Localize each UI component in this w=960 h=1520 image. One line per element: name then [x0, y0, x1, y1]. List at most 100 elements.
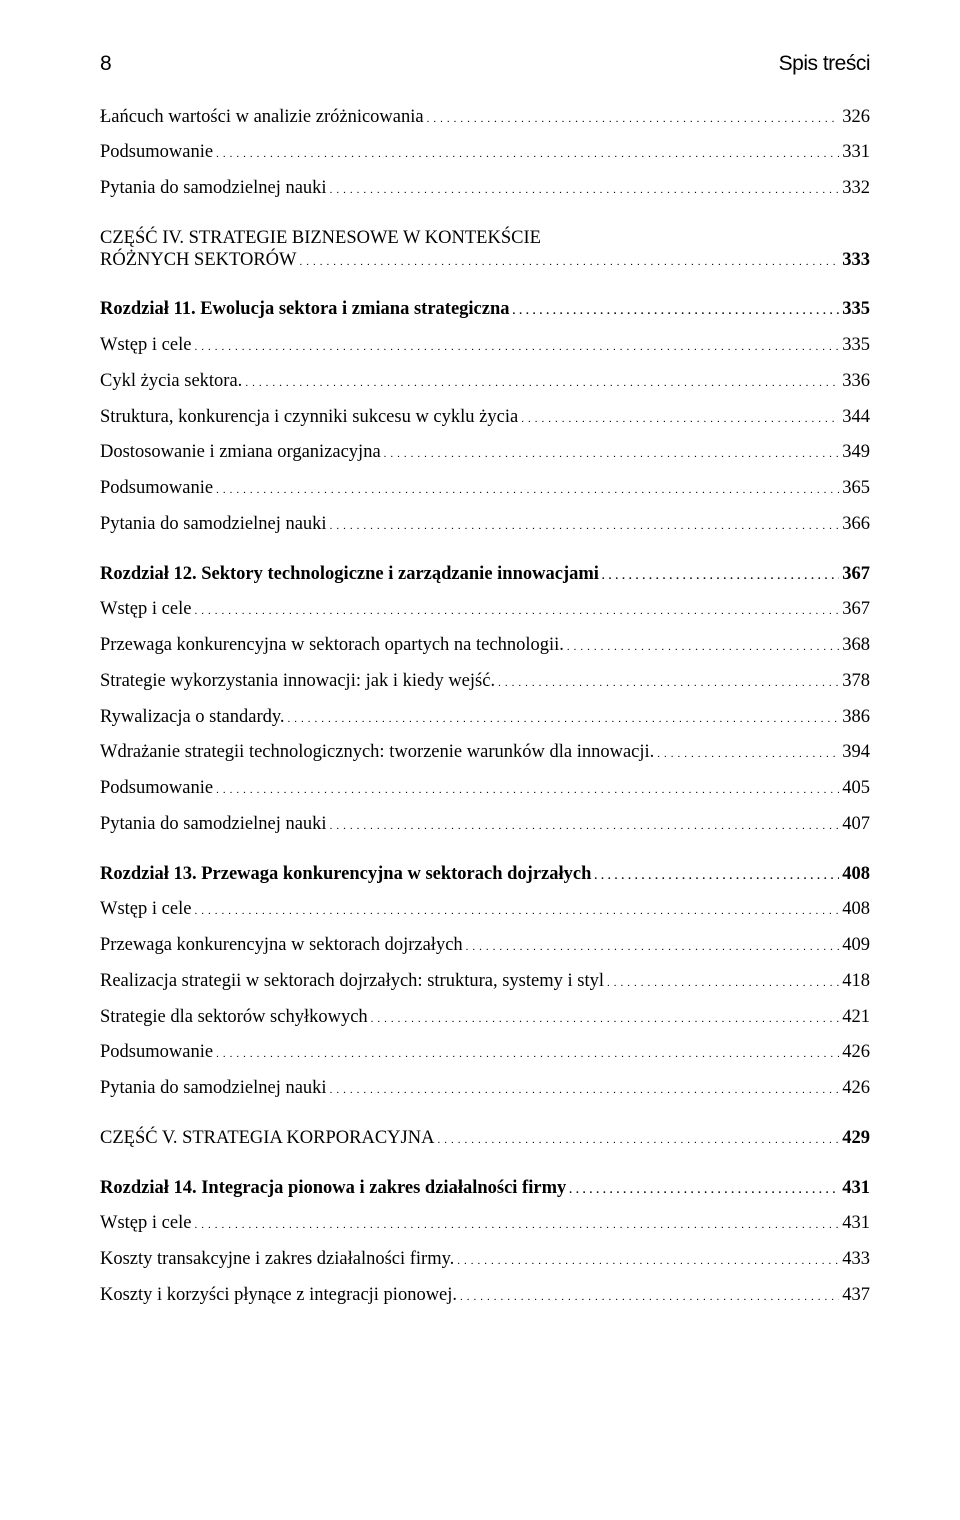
toc-dots	[607, 968, 839, 996]
toc-label: Wdrażanie strategii technologicznych: tw…	[100, 739, 654, 767]
toc-dots	[513, 296, 840, 324]
toc-page: 421	[842, 1004, 870, 1032]
toc-dots	[371, 1004, 840, 1032]
toc-label: Struktura, konkurencja i czynniki sukces…	[100, 404, 518, 432]
toc-label: Dostosowanie i zmiana organizacyjna	[100, 439, 381, 467]
section-list: Wstęp i cele 335 Cykl życia sektora. 336…	[100, 332, 870, 539]
toc-dots	[384, 439, 840, 467]
toc-page: 405	[842, 775, 870, 803]
toc-entry: Podsumowanie 331	[100, 139, 870, 167]
header-label: Spis treści	[779, 48, 870, 80]
toc-dots	[216, 1039, 839, 1067]
toc-label: Strategie dla sektorów schyłkowych	[100, 1004, 368, 1032]
toc-dots	[194, 1210, 839, 1238]
page-header: 8 Spis treści	[100, 48, 870, 80]
toc-label: Podsumowanie	[100, 1039, 213, 1067]
toc-page: 367	[842, 561, 870, 589]
toc-label: Rozdział 13. Przewaga konkurencyjna w se…	[100, 861, 591, 889]
toc-entry: Strategie wykorzystania innowacji: jak i…	[100, 668, 870, 696]
toc-dots	[457, 1246, 839, 1274]
part-5-heading: CZĘŚĆ V. STRATEGIA KORPORACYJNA 429	[100, 1125, 870, 1153]
toc-dots	[245, 368, 839, 396]
chapter-title: Rozdział 11. Ewolucja sektora i zmiana s…	[100, 296, 870, 324]
toc-page: 437	[842, 1282, 870, 1310]
toc-entry: Wstęp i cele 431	[100, 1210, 870, 1238]
toc-page: 378	[842, 668, 870, 696]
toc-entry: Pytania do samodzielnej nauki 407	[100, 811, 870, 839]
toc-dots	[194, 332, 839, 360]
toc-dots	[602, 561, 839, 589]
toc-label: Realizacja strategii w sektorach dojrzał…	[100, 968, 604, 996]
toc-dots	[216, 139, 839, 167]
toc-label: Koszty transakcyjne i zakres działalnośc…	[100, 1246, 454, 1274]
toc-page: 429	[842, 1125, 870, 1153]
toc-page: 394	[842, 739, 870, 767]
toc-entry: Koszty transakcyjne i zakres działalnośc…	[100, 1246, 870, 1274]
toc-label: Wstęp i cele	[100, 1210, 191, 1238]
toc-page: 344	[842, 404, 870, 432]
chapter-title: Rozdział 12. Sektory technologiczne i za…	[100, 561, 870, 589]
toc-page: 431	[842, 1210, 870, 1238]
toc-label: Wstęp i cele	[100, 332, 191, 360]
toc-page: 426	[842, 1075, 870, 1103]
toc-entry: Struktura, konkurencja i czynniki sukces…	[100, 404, 870, 432]
toc-dots	[460, 1282, 839, 1310]
section-list: Wstęp i cele 408 Przewaga konkurencyjna …	[100, 896, 870, 1103]
toc-entry: Wstęp i cele 335	[100, 332, 870, 360]
toc-entry: Podsumowanie 365	[100, 475, 870, 503]
toc-entry: Dostosowanie i zmiana organizacyjna 349	[100, 439, 870, 467]
toc-label: Pytania do samodzielnej nauki	[100, 175, 327, 203]
toc-entry: Podsumowanie 426	[100, 1039, 870, 1067]
toc-page: 335	[842, 296, 870, 324]
toc-page: 433	[842, 1246, 870, 1274]
toc-label: Strategie wykorzystania innowacji: jak i…	[100, 668, 495, 696]
toc-entry: Pytania do samodzielnej nauki 366	[100, 511, 870, 539]
toc-page: 386	[842, 704, 870, 732]
chapter-11: Rozdział 11. Ewolucja sektora i zmiana s…	[100, 296, 870, 538]
toc-page: 366	[842, 511, 870, 539]
toc-label: Przewaga konkurencyjna w sektorach opart…	[100, 632, 564, 660]
toc-dots	[194, 896, 839, 924]
toc-entry: Pytania do samodzielnej nauki 426	[100, 1075, 870, 1103]
toc-label: Podsumowanie	[100, 475, 213, 503]
toc-page: 408	[842, 861, 870, 889]
toc-entry: CZĘŚĆ V. STRATEGIA KORPORACYJNA 429	[100, 1125, 870, 1153]
toc-dots	[216, 475, 839, 503]
section-list: Wstęp i cele 431 Koszty transakcyjne i z…	[100, 1210, 870, 1309]
intro-section: Łańcuch wartości w analizie zróżnicowani…	[100, 104, 870, 203]
toc-entry: Łańcuch wartości w analizie zróżnicowani…	[100, 104, 870, 132]
toc-dots	[330, 811, 840, 839]
toc-label: Pytania do samodzielnej nauki	[100, 811, 327, 839]
toc-entry: Cykl życia sektora. 336	[100, 368, 870, 396]
toc-entry: Przewaga konkurencyjna w sektorach dojrz…	[100, 932, 870, 960]
toc-label: Łańcuch wartości w analizie zróżnicowani…	[100, 104, 424, 132]
toc-label: Pytania do samodzielnej nauki	[100, 511, 327, 539]
chapter-13: Rozdział 13. Przewaga konkurencyjna w se…	[100, 861, 870, 1103]
toc-page: 426	[842, 1039, 870, 1067]
chapter-title: Rozdział 13. Przewaga konkurencyjna w se…	[100, 861, 870, 889]
toc-dots	[569, 1175, 839, 1203]
toc-entry: Pytania do samodzielnej nauki 332	[100, 175, 870, 203]
toc-page: 326	[842, 104, 870, 132]
toc-dots	[567, 632, 839, 660]
toc-dots	[330, 175, 840, 203]
part-4-heading: CZĘŚĆ IV. STRATEGIE BIZNESOWE W KONTEKŚC…	[100, 225, 870, 275]
section-list: Wstęp i cele 367 Przewaga konkurencyjna …	[100, 596, 870, 838]
toc-page: 368	[842, 632, 870, 660]
toc-label: Koszty i korzyści płynące z integracji p…	[100, 1282, 457, 1310]
toc-label: Rywalizacja o standardy.	[100, 704, 285, 732]
toc-page: 365	[842, 475, 870, 503]
toc-entry: Przewaga konkurencyjna w sektorach opart…	[100, 632, 870, 660]
toc-label: Przewaga konkurencyjna w sektorach dojrz…	[100, 932, 463, 960]
toc-label: Wstęp i cele	[100, 896, 191, 924]
toc-page: 431	[842, 1175, 870, 1203]
toc-label: Rozdział 11. Ewolucja sektora i zmiana s…	[100, 296, 510, 324]
toc-page: 407	[842, 811, 870, 839]
toc-dots	[299, 247, 839, 275]
toc-label: Wstęp i cele	[100, 596, 191, 624]
toc-dots	[330, 1075, 840, 1103]
toc-entry: Strategie dla sektorów schyłkowych 421	[100, 1004, 870, 1032]
toc-dots	[466, 932, 840, 960]
toc-page: 349	[842, 439, 870, 467]
toc-label: Rozdział 14. Integracja pionowa i zakres…	[100, 1175, 566, 1203]
